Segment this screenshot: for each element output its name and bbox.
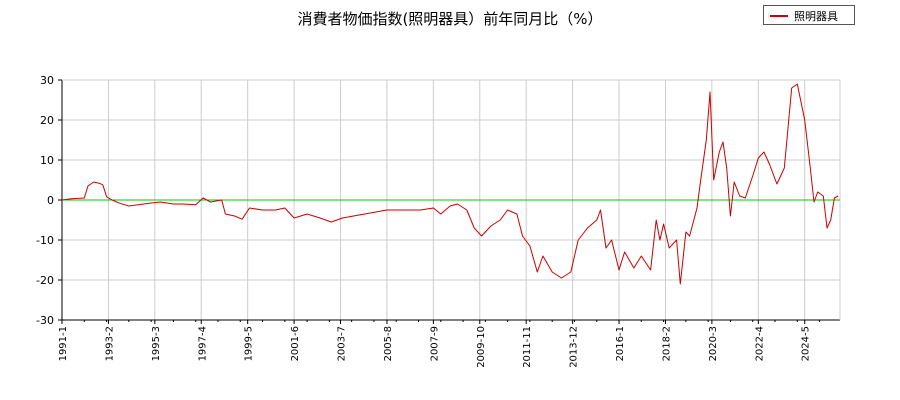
x-tick-label: 2011-11 xyxy=(522,326,533,368)
y-tick-label: -20 xyxy=(36,274,54,287)
x-tick-label: 1993-2 xyxy=(104,326,115,361)
chart-title: 消費者物価指数(照明器具）前年同月比（%） xyxy=(297,10,603,28)
x-tick-label: 2005-8 xyxy=(383,326,394,361)
x-tick-label: 2001-6 xyxy=(290,326,301,361)
y-tick-label: 0 xyxy=(47,194,54,207)
x-tick-label: 2003-7 xyxy=(337,326,348,361)
x-tick-label: 1997-4 xyxy=(197,326,208,361)
x-tick-label: 2024-5 xyxy=(801,326,812,361)
x-tick-label: 1999-5 xyxy=(244,326,255,361)
x-tick-label: 2020-3 xyxy=(708,326,719,361)
x-tick-label: 1991-1 xyxy=(58,326,69,361)
y-tick-label: 10 xyxy=(40,154,54,167)
x-tick-label: 2009-10 xyxy=(476,326,487,368)
x-tick-label: 2013-12 xyxy=(569,326,580,368)
y-tick-label: -30 xyxy=(36,314,54,327)
x-tick-label: 2018-2 xyxy=(661,326,672,361)
y-tick-label: 20 xyxy=(40,114,54,127)
legend: 照明器具 xyxy=(763,5,855,25)
legend-swatch xyxy=(770,15,788,17)
x-tick-label: 2016-1 xyxy=(615,326,626,361)
y-tick-label: -10 xyxy=(36,234,54,247)
x-tick-label: 1995-3 xyxy=(151,326,162,361)
x-tick-label: 2007-9 xyxy=(429,326,440,361)
y-tick-label: 30 xyxy=(40,74,54,87)
series-line-0 xyxy=(61,83,839,285)
x-tick-label: 2022-4 xyxy=(754,326,765,361)
legend-label: 照明器具 xyxy=(794,10,838,23)
